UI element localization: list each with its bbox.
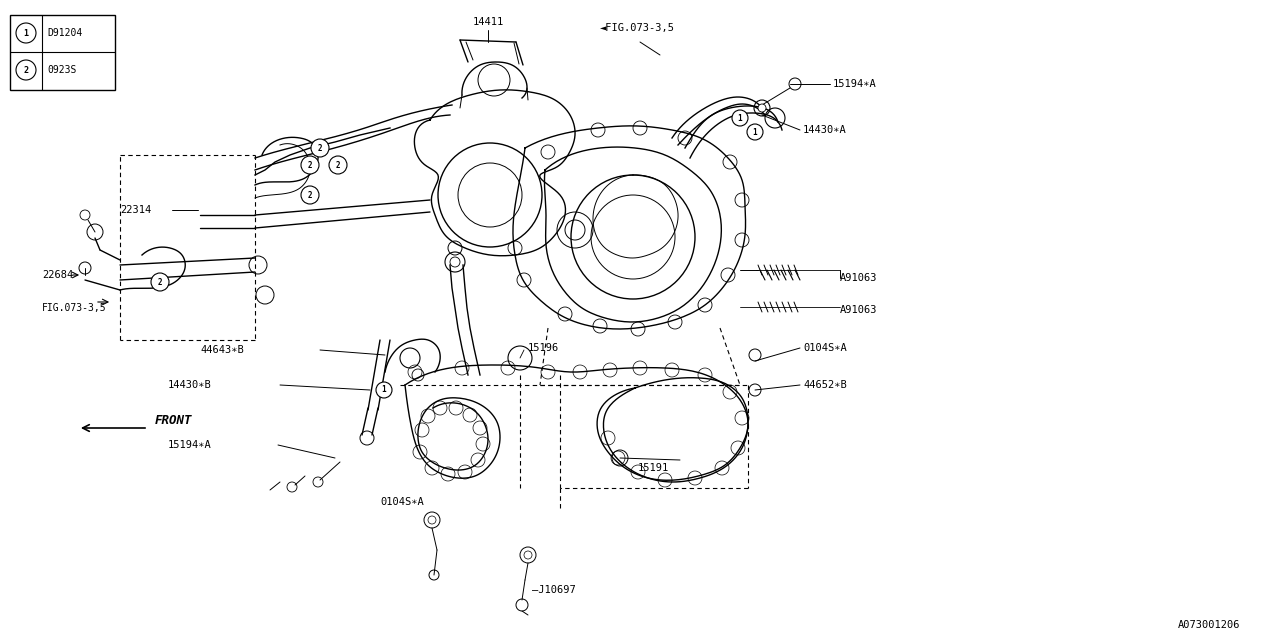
Text: 1: 1 — [753, 127, 758, 136]
Text: 2: 2 — [307, 191, 312, 200]
Text: FIG.073-3,5: FIG.073-3,5 — [42, 303, 106, 313]
Text: D91204: D91204 — [47, 28, 82, 38]
Text: A91063: A91063 — [840, 305, 878, 315]
Text: A91063: A91063 — [840, 273, 878, 283]
Circle shape — [376, 382, 392, 398]
Text: 15191: 15191 — [637, 463, 669, 473]
Circle shape — [311, 139, 329, 157]
Text: 2: 2 — [23, 65, 28, 74]
Bar — [10, 15, 115, 90]
Circle shape — [301, 156, 319, 174]
Text: 2: 2 — [317, 143, 323, 152]
Circle shape — [151, 273, 169, 291]
Text: 44652∗B: 44652∗B — [803, 380, 847, 390]
Circle shape — [329, 156, 347, 174]
Text: 1: 1 — [23, 29, 28, 38]
Circle shape — [17, 23, 36, 43]
Text: 0923S: 0923S — [47, 65, 77, 75]
Text: 0104S∗A: 0104S∗A — [803, 343, 847, 353]
Circle shape — [17, 60, 36, 80]
Circle shape — [524, 551, 532, 559]
Text: 1: 1 — [737, 113, 742, 122]
Text: 15194∗A: 15194∗A — [168, 440, 211, 450]
Text: 2: 2 — [335, 161, 340, 170]
Text: 22684: 22684 — [42, 270, 73, 280]
Text: A073001206: A073001206 — [1178, 620, 1240, 630]
Text: 0104S∗A: 0104S∗A — [380, 497, 424, 507]
Text: 1: 1 — [381, 385, 387, 394]
Circle shape — [732, 110, 748, 126]
Circle shape — [301, 186, 319, 204]
Text: 14430∗B: 14430∗B — [168, 380, 211, 390]
Text: 44643∗B: 44643∗B — [200, 345, 243, 355]
Text: 14430∗A: 14430∗A — [803, 125, 847, 135]
Text: 2: 2 — [307, 161, 312, 170]
Text: ◄FIG.073-3,5: ◄FIG.073-3,5 — [600, 23, 675, 33]
Text: —J10697: —J10697 — [532, 585, 576, 595]
Text: 15194∗A: 15194∗A — [833, 79, 877, 89]
Text: FRONT: FRONT — [155, 413, 192, 426]
Text: 14411: 14411 — [472, 17, 503, 27]
Text: 2: 2 — [157, 278, 163, 287]
Text: 15196: 15196 — [529, 343, 559, 353]
Text: 22314: 22314 — [120, 205, 151, 215]
Circle shape — [748, 124, 763, 140]
Circle shape — [758, 104, 765, 112]
